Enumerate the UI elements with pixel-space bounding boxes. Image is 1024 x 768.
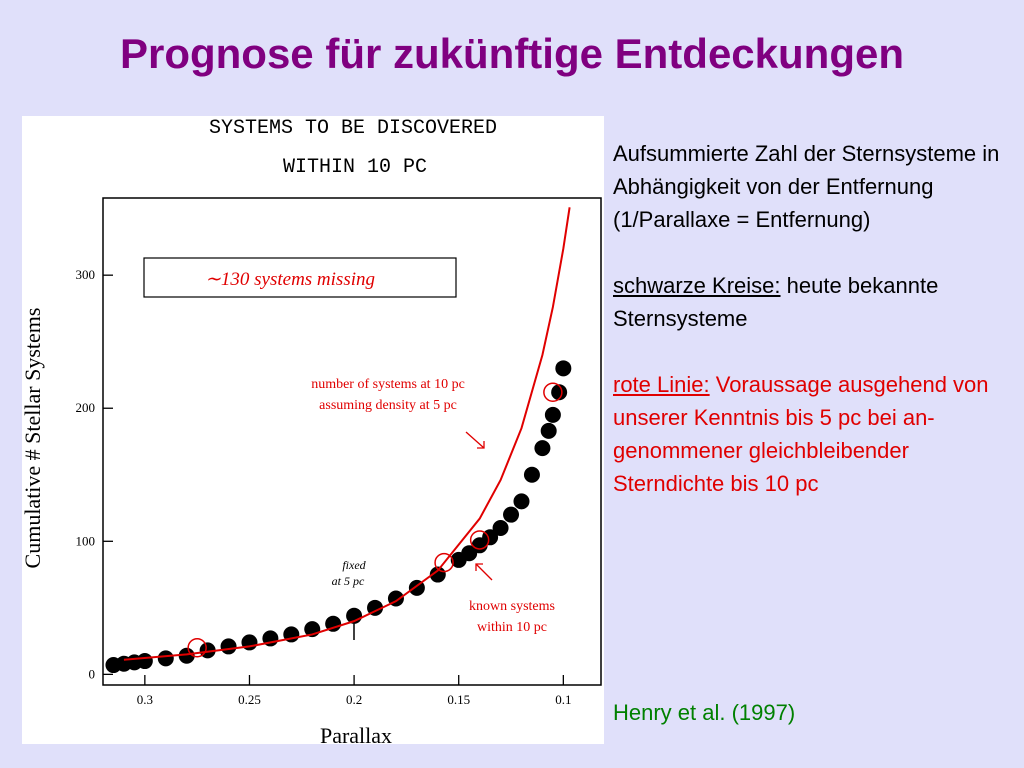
intro-text: Aufsummierte Zahl der Sternsysteme in Ab… — [613, 141, 1000, 232]
data-point — [367, 599, 384, 616]
chart-subtitle: WITHIN 10 PC — [283, 156, 427, 179]
black-label: schwarze Kreise: — [613, 273, 781, 298]
y-axis-label: Cumulative # Stellar Systems — [22, 308, 45, 569]
marker-circle — [187, 637, 207, 658]
data-point — [178, 647, 195, 664]
black-legend-text: schwarze Kreise: heute bekannte Sternsys… — [613, 269, 1013, 335]
red-legend-text: rote Linie: Voraussage ausgehend von uns… — [613, 368, 1013, 500]
data-point — [523, 466, 540, 483]
red-text: Voraussage ausgehend von unserer Kenntni… — [613, 372, 989, 496]
chart-background — [22, 116, 604, 744]
arrow — [465, 431, 493, 581]
data-point — [551, 384, 568, 401]
annotation: number of systems at 10 pc — [311, 377, 465, 392]
black-text: heute bekannte Sternsysteme — [613, 273, 939, 331]
y-tick-label: 100 — [76, 533, 96, 548]
x-tick-label: 0.1 — [555, 692, 571, 707]
data-point — [540, 422, 557, 439]
reference: Henry et al. (1997) — [613, 700, 796, 725]
y-tick-label: 200 — [76, 400, 96, 415]
annotation: ∼130 systems missing — [205, 269, 375, 290]
annotation: at 5 pc — [332, 574, 365, 588]
annotation: fixed — [342, 558, 366, 572]
data-point — [544, 406, 561, 423]
prediction-line — [123, 207, 571, 661]
plot-frame — [102, 197, 602, 686]
y-tick-label: 0 — [89, 666, 96, 681]
chart-title: SYSTEMS TO BE DISCOVERED — [209, 117, 497, 140]
marker-circle — [469, 530, 490, 550]
data-point — [513, 493, 530, 510]
annotation-box — [143, 257, 457, 298]
y-tick-label: 300 — [76, 267, 96, 282]
x-tick-label: 0.2 — [346, 692, 362, 707]
data-point — [157, 650, 174, 667]
annotation: within 10 pc — [477, 620, 547, 635]
marker-circle — [434, 552, 454, 573]
data-point — [492, 519, 509, 536]
annotation: known systems — [469, 599, 555, 614]
annotation: assuming density at 5 pc — [319, 398, 457, 413]
sidebar: Aufsummierte Zahl der Sternsysteme in Ab… — [613, 137, 1013, 533]
data-point — [325, 615, 342, 632]
red-label: rote Linie: — [613, 372, 710, 397]
data-point — [534, 440, 551, 457]
x-axis-label: Parallax — [320, 723, 392, 744]
data-point — [136, 653, 153, 670]
chart: SYSTEMS TO BE DISCOVERED WITHIN 10 PC Pa… — [22, 116, 604, 744]
x-tick-label: 0.3 — [137, 692, 153, 707]
data-point — [220, 638, 237, 655]
marker-circle — [543, 382, 563, 403]
x-tick-label: 0.25 — [238, 692, 261, 707]
slide-title: Prognose für zukünftige Entdeckungen — [119, 30, 905, 77]
x-tick-label: 0.15 — [447, 692, 470, 707]
data-point — [503, 506, 520, 523]
data-point — [555, 360, 572, 377]
